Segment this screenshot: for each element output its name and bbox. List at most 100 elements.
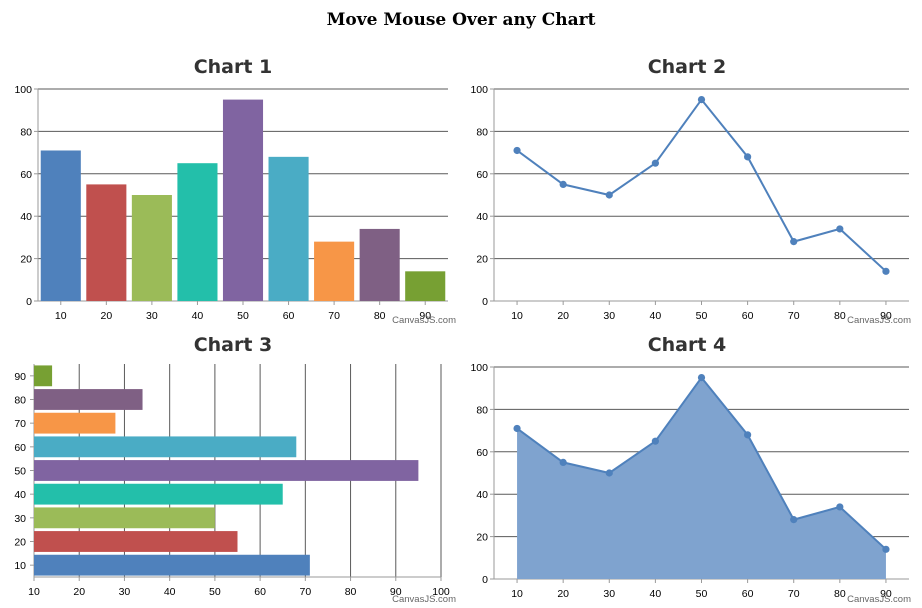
- chart-1-ytick-label: 0: [26, 296, 32, 308]
- chart-2-xtick-label: 20: [557, 310, 569, 322]
- chart-2-xtick-label: 10: [511, 310, 523, 322]
- chart-4-point: [882, 545, 890, 553]
- chart-2-ytick-label: 60: [476, 169, 488, 181]
- chart-3-ytick-label: 90: [14, 371, 26, 383]
- chart-4-ytick-label: 60: [476, 447, 488, 459]
- page-title: Move Mouse Over any Chart: [326, 10, 596, 30]
- chart-2-ytick-label: 100: [470, 84, 488, 96]
- chart-4-point: [651, 437, 659, 445]
- chart-4-xtick-label: 30: [603, 588, 615, 600]
- chart-4-title: Chart 4: [648, 334, 727, 356]
- chart-1-xtick-label: 40: [192, 310, 204, 322]
- chart-3-bar: [34, 412, 116, 434]
- chart-3-xtick-label: 100: [432, 586, 450, 598]
- chart-3-svg[interactable]: Chart 3 10 20 30 40 50 60 70 80 90 100 10 20 30 40 50 6…: [0, 326, 461, 608]
- chart-3-credit: CanvasJS.com: [392, 594, 456, 605]
- chart-2-xtick-label: 90: [880, 310, 892, 322]
- chart-4-ytick-label: 20: [476, 532, 488, 544]
- chart-3-bar: [34, 554, 310, 576]
- chart-3-bar: [34, 531, 238, 552]
- chart-4-svg[interactable]: Chart 4 0 20 40 60 80 100 10 20 30 40 50 60 70 80 90Ca…: [461, 326, 922, 608]
- chart-2-point: [836, 225, 844, 233]
- chart-1-title: Chart 1: [194, 56, 273, 78]
- chart-2-xtick-label: 40: [650, 310, 662, 322]
- chart-2-series-line: [516, 97, 887, 273]
- chart-3-xtick-label: 80: [345, 586, 357, 598]
- chart-2-point: [882, 267, 890, 275]
- chart-2-point: [697, 96, 706, 104]
- chart-4-point: [697, 374, 706, 382]
- chart-3-ytick-label: 40: [14, 489, 26, 501]
- chart-4-xtick-label: 20: [557, 588, 569, 600]
- chart-4-point: [605, 469, 613, 477]
- chart-3-xtick-label: 40: [164, 586, 176, 598]
- chart-2-ytick-label: 40: [476, 211, 488, 223]
- chart-1-ytick-label: 60: [20, 169, 32, 181]
- chart-2-point: [744, 153, 752, 161]
- chart-3-ytick-label: 60: [14, 442, 26, 454]
- chart-1-ytick-label: 100: [14, 84, 32, 96]
- chart-4-credit: CanvasJS.com: [847, 594, 911, 605]
- chart-2-svg[interactable]: Chart 2 0 20 40 60 80 100 10 20 30 40 50 60 70 80 90Ca…: [461, 48, 922, 328]
- chart-4-point: [744, 431, 752, 439]
- chart-1-xtick-label: 50: [237, 310, 249, 322]
- chart-1-bar: [359, 228, 400, 301]
- chart-2-xtick-label: 70: [788, 310, 800, 322]
- chart-3-ytick-label: 10: [14, 560, 26, 572]
- chart-4-panel[interactable]: Chart 4 0 20 40 60 80 100 10 20 30 40 50 60 70 80 90 Ca…: [461, 326, 922, 608]
- chart-1-bar: [86, 184, 127, 301]
- chart-4-ytick-label: 100: [470, 362, 488, 374]
- chart-1-xtick-label: 60: [283, 310, 295, 322]
- chart-3-title: Chart 3: [194, 334, 273, 356]
- chart-1-bar: [40, 150, 81, 301]
- chart-3-bar: [34, 483, 283, 505]
- chart-3-ytick-label: 80: [14, 395, 26, 407]
- chart-1-bar: [177, 163, 218, 301]
- chart-2-panel[interactable]: Chart 2 0 20 40 60 80 100 10 20 30 40 50 60 70 80 90 Ca…: [461, 48, 922, 328]
- chart-1-bar: [131, 195, 172, 301]
- chart-2-xtick-label: 30: [603, 310, 615, 322]
- chart-3-ytick-label: 50: [14, 466, 26, 478]
- chart-2-xtick-label: 80: [834, 310, 846, 322]
- chart-3-xtick-label: 60: [254, 586, 266, 598]
- chart-1-xtick-label: 10: [55, 310, 67, 322]
- chart-3-bar: [34, 460, 419, 481]
- chart-2-point: [605, 191, 613, 199]
- chart-4-point: [836, 503, 844, 511]
- chart-1-ytick-label: 80: [20, 126, 32, 138]
- chart-1-xtick-label: 80: [374, 310, 386, 322]
- chart-3-ytick-label: 20: [14, 537, 26, 549]
- chart-1-panel[interactable]: Chart 1 0 20 40 60 80 100 10 20 30 40 50 60 70 80 90 Ca…: [0, 48, 461, 328]
- chart-1-ytick-label: 40: [20, 211, 32, 223]
- chart-1-xtick-label: 30: [146, 310, 158, 322]
- chart-1-bar: [314, 241, 355, 301]
- chart-2-point: [651, 159, 659, 167]
- chart-4-point: [790, 516, 798, 524]
- chart-3-xtick-label: 10: [28, 586, 40, 598]
- chart-1-svg[interactable]: Chart 1 0 20 40 60 80 100 10 20 30 40 50 60 70 80 90Ca…: [0, 48, 461, 328]
- chart-3-bar: [34, 365, 53, 387]
- chart-3-xtick-label: 30: [119, 586, 131, 598]
- chart-4-xtick-label: 10: [511, 588, 523, 600]
- chart-3-panel[interactable]: Chart 3 10 20 30 40 50 60 70 80 90 100 10 20 30 40 50 6…: [0, 326, 461, 608]
- chart-4-xtick-label: 50: [696, 588, 708, 600]
- chart-2-point: [513, 146, 521, 155]
- chart-3-bar: [34, 436, 297, 458]
- chart-1-bar: [405, 271, 446, 301]
- chart-1-xtick-label: 70: [328, 310, 340, 322]
- chart-4-point: [559, 458, 567, 466]
- chart-2-xtick-label: 60: [742, 310, 754, 322]
- chart-4-xtick-label: 60: [742, 588, 754, 600]
- chart-3-bar: [34, 507, 215, 529]
- chart-4-ytick-label: 40: [476, 489, 488, 501]
- chart-1-ytick-label: 20: [20, 254, 32, 266]
- chart-4-area-fill: [517, 377, 886, 579]
- chart-4-xtick-label: 80: [834, 588, 846, 600]
- chart-2-title: Chart 2: [648, 56, 727, 78]
- chart-3-xtick-label: 90: [390, 586, 402, 598]
- chart-4-ytick-label: 0: [482, 574, 488, 586]
- chart-2-xtick-label: 50: [696, 310, 708, 322]
- chart-3-xtick-label: 50: [209, 586, 221, 598]
- chart-4-xtick-label: 90: [880, 588, 892, 600]
- chart-2-point: [790, 238, 798, 246]
